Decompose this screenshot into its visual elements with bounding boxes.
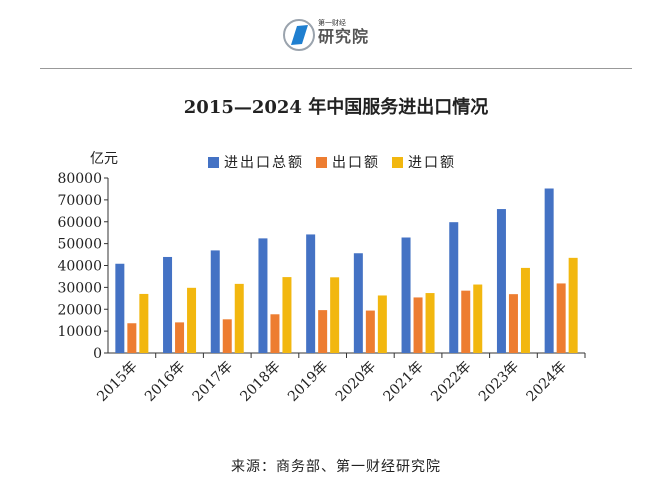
legend-label: 进出口总额 — [224, 155, 304, 171]
bar — [222, 319, 232, 353]
x-tick-label: 2017年 — [190, 359, 236, 405]
bar — [163, 256, 173, 353]
x-tick-label: 2019年 — [285, 359, 331, 405]
y-tick-label: 70000 — [57, 193, 102, 209]
bar — [187, 287, 197, 353]
y-tick-label: 40000 — [57, 259, 102, 275]
logo-top-text: 第一财经 — [318, 19, 346, 27]
y-tick-label: 50000 — [57, 237, 102, 253]
x-tick-label: 2020年 — [333, 359, 379, 405]
bar — [556, 283, 566, 353]
legend-item: 出口额 — [316, 152, 380, 172]
bar — [449, 222, 459, 353]
y-tick-label: 10000 — [57, 324, 102, 340]
bar — [377, 295, 387, 353]
y-tick-label: 60000 — [57, 215, 102, 231]
legend-swatch — [208, 156, 219, 168]
legend-label: 出口额 — [332, 155, 380, 171]
legend-label: 进口额 — [408, 155, 456, 171]
logo-icon — [283, 19, 315, 51]
legend-item: 进出口总额 — [208, 152, 304, 172]
x-tick-label: 2023年 — [476, 359, 522, 405]
bar — [461, 290, 471, 353]
x-tick-label: 2015年 — [94, 359, 140, 405]
bar — [270, 314, 280, 353]
y-tick-label: 30000 — [57, 280, 102, 296]
legend-item: 进口额 — [392, 152, 456, 172]
bar — [175, 322, 185, 353]
bar — [115, 263, 125, 353]
y-axis-label: 亿元 — [90, 151, 118, 167]
x-tick-label: 2021年 — [380, 359, 426, 405]
bar — [127, 323, 137, 353]
bar — [234, 283, 244, 353]
x-tick-label: 2016年 — [142, 359, 188, 405]
bar — [353, 253, 363, 353]
bar — [401, 237, 411, 353]
bar — [425, 293, 435, 353]
bar — [473, 284, 483, 353]
bar — [413, 297, 423, 353]
bar — [496, 209, 506, 353]
bar — [365, 310, 375, 353]
y-tick-label: 80000 — [57, 171, 102, 187]
legend: 进出口总额 出口额 进口额 — [208, 152, 456, 172]
chart-title: 2015—2024 年中国服务进出口情况 — [183, 97, 489, 118]
bar — [210, 250, 220, 353]
source-note: 来源：商务部、第一财经研究院 — [231, 459, 441, 475]
bar — [544, 188, 554, 353]
x-tick-label: 2022年 — [428, 359, 474, 405]
legend-swatch — [316, 156, 327, 168]
bar — [520, 267, 530, 353]
y-tick-label: 20000 — [57, 302, 102, 318]
y-tick-label: 0 — [93, 346, 102, 362]
bar — [508, 294, 518, 353]
logo-main-text: 研究院 — [318, 27, 370, 46]
bar — [282, 277, 292, 353]
bar — [330, 277, 340, 353]
divider — [40, 68, 632, 69]
x-tick-label: 2024年 — [524, 359, 570, 405]
bar — [318, 310, 328, 353]
logo: 第一财经 研究院 — [282, 18, 382, 58]
bar — [306, 234, 316, 353]
bar — [568, 257, 578, 353]
bar — [139, 293, 149, 353]
bar — [258, 238, 268, 353]
x-tick-label: 2018年 — [237, 359, 283, 405]
legend-swatch — [392, 156, 403, 168]
